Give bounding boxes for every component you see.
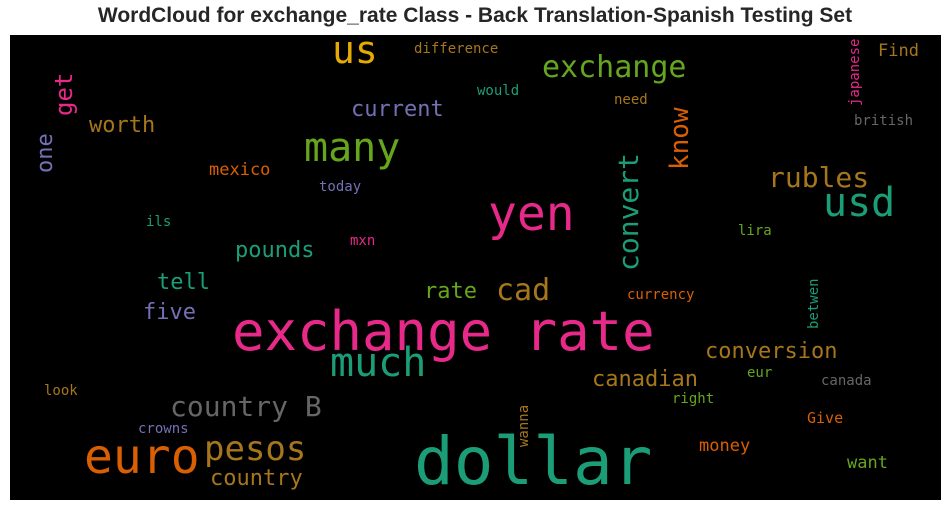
word-money: money <box>699 436 751 456</box>
word-look: look <box>44 383 78 399</box>
word-mexico: mexico <box>209 160 271 180</box>
word-dollar: dollar <box>414 423 653 500</box>
word-difference: difference <box>414 41 499 57</box>
word-usd: usd <box>823 180 896 226</box>
word-much: much <box>330 340 427 386</box>
word-tell: tell <box>157 270 210 295</box>
word-canada: canada <box>821 373 872 389</box>
word-currency: currency <box>627 287 695 303</box>
word-convert: convert <box>612 152 645 271</box>
word-exchange: exchange <box>542 50 687 85</box>
word-ils: ils <box>146 214 172 230</box>
word-one: one <box>33 133 58 173</box>
word-exchange-rate: exchange rate <box>232 300 655 363</box>
word-pesos: pesos <box>204 429 307 469</box>
word-current: current <box>351 97 444 122</box>
word-country-b: country B <box>170 390 322 423</box>
word-mxn: mxn <box>350 233 376 249</box>
word-right: right <box>672 391 715 407</box>
word-give: Give <box>807 409 844 427</box>
chart-title: WordCloud for exchange_rate Class - Back… <box>97 4 853 27</box>
word-know: know <box>665 107 695 170</box>
word-us: us <box>332 35 378 72</box>
word-today: today <box>319 179 362 195</box>
word-canadian: canadian <box>592 367 698 392</box>
word-japanese: japanese <box>847 38 863 106</box>
word-british: british <box>854 113 914 129</box>
word-would: would <box>477 83 520 99</box>
word-pounds: pounds <box>235 238 315 263</box>
word-eur: eur <box>747 365 773 381</box>
word-rubles: rubles <box>768 161 870 194</box>
word-euro: euro <box>84 429 200 485</box>
word-wanna: wanna <box>516 404 532 447</box>
word-crowns: crowns <box>138 421 189 437</box>
wordcloud-canvas: exchange rate dollar euro yen many much usd pes… <box>10 35 941 500</box>
word-five: five <box>143 300 196 325</box>
word-need: need <box>614 92 648 108</box>
word-conversion: conversion <box>705 339 838 364</box>
word-worth: worth <box>89 113 156 138</box>
word-find: Find <box>878 41 919 61</box>
word-rate: rate <box>424 279 477 304</box>
word-cad: cad <box>496 273 551 308</box>
word-many: many <box>304 125 401 171</box>
word-betwen: betwen <box>806 278 822 329</box>
word-want: want <box>847 453 888 473</box>
word-get: get <box>50 72 78 116</box>
word-country: country <box>210 466 303 491</box>
word-yen: yen <box>488 186 575 242</box>
word-lira: lira <box>738 223 772 239</box>
